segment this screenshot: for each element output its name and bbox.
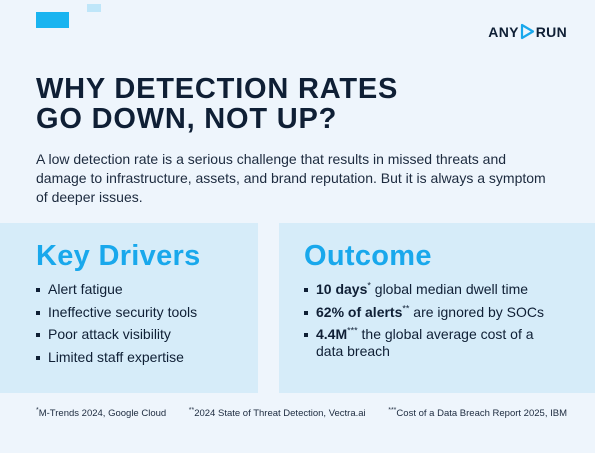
outcome-heading: Outcome [304, 240, 432, 272]
driver-item: Ineffective security tools [36, 304, 258, 321]
outcome-item: 4.4M*** the global average cost of a dat… [304, 326, 556, 360]
footnote-mark: * [367, 280, 371, 291]
outcome-card: Outcome 10 days* global median dwell tim… [279, 223, 595, 393]
play-triangle-icon [520, 23, 534, 40]
footnote: *M-Trends 2024, Google Cloud [36, 406, 167, 419]
footnote: ***Cost of a Data Breach Report 2025, IB… [388, 406, 567, 419]
footnote-mark: ** [402, 302, 410, 313]
footnote-mark: *** [388, 406, 397, 414]
any-run-logo: ANY RUN [488, 23, 567, 40]
logo-text-left: ANY [488, 23, 519, 40]
key-drivers-card: Key Drivers Alert fatigue Ineffective se… [0, 223, 258, 393]
outcome-stat: 62% of alerts [316, 303, 403, 320]
footnote-mark: * [36, 406, 39, 414]
footnotes: *M-Trends 2024, Google Cloud **2024 Stat… [36, 406, 567, 419]
footnote-text: M-Trends 2024, Google Cloud [38, 408, 167, 419]
intro-paragraph: A low detection rate is a serious challe… [36, 151, 546, 205]
driver-item: Alert fatigue [36, 281, 258, 298]
title-line-2: GO DOWN, NOT UP? [36, 103, 338, 135]
logo-text-right: RUN [535, 23, 567, 40]
page-title: WHY DETECTION RATES GO DOWN, NOT UP? [36, 74, 536, 134]
footnote: **2024 State of Threat Detection, Vectra… [188, 406, 366, 419]
title-line-1: WHY DETECTION RATES [36, 73, 399, 105]
outcome-item: 62% of alerts** are ignored by SOCs [304, 302, 595, 321]
key-drivers-heading: Key Drivers [36, 240, 201, 272]
key-drivers-list: Alert fatigue Ineffective security tools… [36, 281, 258, 366]
driver-item: Limited staff expertise [36, 349, 258, 366]
footnote-text: Cost of a Data Breach Report 2025, IBM [396, 408, 567, 419]
driver-item: Poor attack visibility [36, 326, 258, 343]
footnote-text: 2024 State of Threat Detection, Vectra.a… [194, 408, 366, 419]
footnote-mark: *** [347, 325, 358, 336]
outcome-item: 10 days* global median dwell time [304, 281, 595, 298]
decorative-block-small [87, 4, 101, 12]
outcome-stat: 10 days [316, 281, 368, 297]
outcome-text: the global average cost of a data breach [316, 326, 534, 359]
decorative-block-large [36, 12, 69, 28]
outcome-stat: 4.4M [316, 326, 348, 342]
outcome-text: global median dwell time [370, 281, 529, 297]
outcome-list: 10 days* global median dwell time 62% of… [304, 281, 595, 360]
outcome-text: are ignored by SOCs [409, 303, 545, 320]
footnote-mark: ** [188, 406, 195, 414]
